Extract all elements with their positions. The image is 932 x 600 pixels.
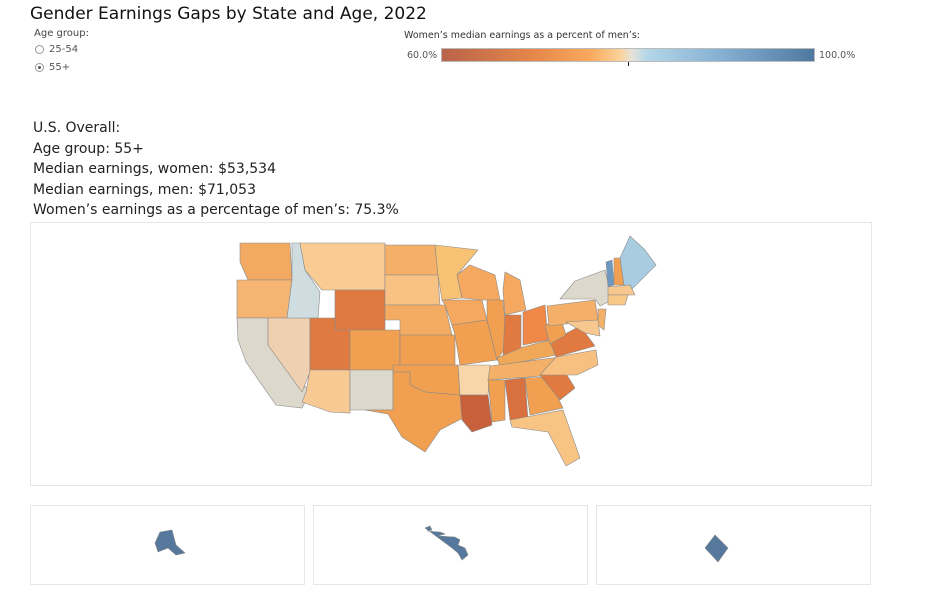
state-nd[interactable] <box>384 244 439 276</box>
dc-panel <box>596 505 871 585</box>
state-az[interactable] <box>301 369 351 414</box>
legend-max-label: 100.0% <box>819 50 856 61</box>
state-il[interactable] <box>486 299 508 361</box>
summary-men-earnings: Median earnings, men: $71,053 <box>33 181 256 198</box>
state-dc[interactable] <box>704 534 729 563</box>
state-ny[interactable] <box>559 269 613 307</box>
main-map-panel <box>30 222 872 486</box>
state-mi[interactable] <box>502 271 527 316</box>
radio-circle-selected[interactable] <box>35 63 44 72</box>
radio-age-55-plus[interactable]: 55+ <box>35 62 70 73</box>
radio-label: 25-54 <box>49 44 79 55</box>
state-nj[interactable] <box>597 308 607 331</box>
state-ga[interactable] <box>524 376 564 416</box>
state-ks[interactable] <box>399 334 456 366</box>
state-ms[interactable] <box>487 379 506 423</box>
state-al[interactable] <box>504 377 529 421</box>
state-ma[interactable] <box>607 284 636 296</box>
state-nm[interactable] <box>349 369 394 411</box>
state-sd[interactable] <box>384 274 441 306</box>
state-nc[interactable] <box>539 349 599 376</box>
state-wa[interactable] <box>239 242 293 281</box>
state-fl[interactable] <box>509 409 581 467</box>
state-ct[interactable] <box>607 294 629 306</box>
state-ar[interactable] <box>457 364 491 396</box>
state-va[interactable] <box>549 325 596 358</box>
state-md[interactable] <box>564 319 601 337</box>
state-tx[interactable] <box>364 371 466 453</box>
hawaii-panel <box>313 505 588 585</box>
state-la[interactable] <box>459 394 493 433</box>
summary-heading: U.S. Overall: <box>33 120 121 136</box>
state-co[interactable] <box>349 329 401 371</box>
legend-tick <box>628 62 629 66</box>
legend-min-label: 60.0% <box>407 50 438 61</box>
state-mo[interactable] <box>451 319 498 366</box>
state-or[interactable] <box>236 279 293 319</box>
summary-age-group: Age group: 55+ <box>33 140 144 157</box>
alaska-panel <box>30 505 305 585</box>
summary-percentage: Women’s earnings as a percentage of men’… <box>33 202 399 218</box>
state-me[interactable] <box>619 235 657 291</box>
us-overall-summary: U.S. Overall: Age group: 55+ Median earn… <box>33 118 399 221</box>
state-hi[interactable] <box>424 525 469 561</box>
color-legend-bar <box>441 48 815 62</box>
state-wy[interactable] <box>334 289 386 331</box>
radio-age-25-54[interactable]: 25-54 <box>35 44 78 55</box>
radio-circle[interactable] <box>35 45 44 54</box>
legend-title: Women’s median earnings as a percent of … <box>404 30 640 41</box>
age-group-label: Age group: <box>34 28 89 39</box>
dashboard-title: Gender Earnings Gaps by State and Age, 2… <box>30 4 427 24</box>
state-wi[interactable] <box>456 264 501 301</box>
summary-women-earnings: Median earnings, women: $53,534 <box>33 161 276 177</box>
radio-label: 55+ <box>49 62 71 73</box>
state-ak[interactable] <box>154 529 186 556</box>
state-oh[interactable] <box>522 304 549 346</box>
